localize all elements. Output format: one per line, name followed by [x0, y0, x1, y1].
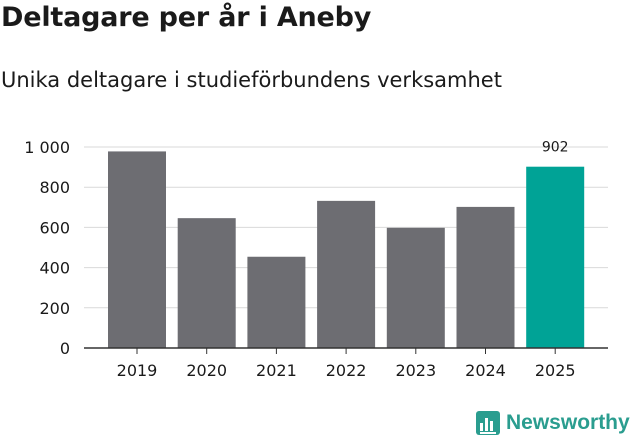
x-tick-label: 2020 [186, 361, 227, 380]
data-label: 902 [542, 140, 569, 156]
y-tick-label: 200 [39, 299, 70, 318]
chart-subtitle: Unika deltagare i studieförbundens verks… [1, 68, 502, 92]
bar-2023 [386, 227, 445, 348]
y-tick-label: 1 000 [24, 138, 70, 157]
chart-title: Deltagare per år i Aneby [1, 2, 372, 33]
bar-2024 [456, 206, 515, 348]
brand-name: Newsworthy [506, 411, 630, 434]
bar-2022 [317, 200, 376, 348]
bar-2025 [526, 166, 585, 348]
x-tick-label: 2019 [117, 361, 158, 380]
y-tick-label: 400 [39, 259, 70, 278]
y-tick-label: 600 [39, 218, 70, 237]
x-tick-label: 2024 [465, 361, 506, 380]
x-tick-label: 2022 [326, 361, 367, 380]
brand-logo: Newsworthy [476, 408, 630, 438]
x-tick-label: 2021 [256, 361, 297, 380]
newsworthy-logo-icon [476, 411, 500, 435]
y-tick-label: 800 [39, 178, 70, 197]
bar-2019 [108, 151, 166, 348]
bar-2021 [247, 256, 306, 348]
y-tick-label: 0 [60, 339, 70, 358]
x-tick-label: 2023 [395, 361, 436, 380]
bar-2020 [177, 218, 236, 348]
x-tick-label: 2025 [535, 361, 576, 380]
